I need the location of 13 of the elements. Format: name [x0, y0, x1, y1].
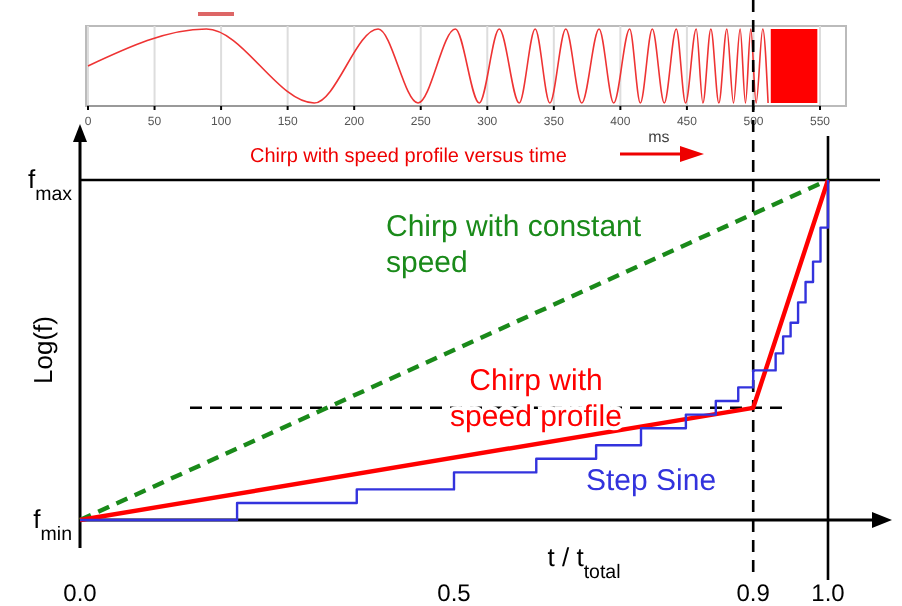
x-tick-label: 1.0: [811, 579, 846, 606]
series-label: Step Sine: [586, 464, 717, 498]
x-tick-label: 0.0: [63, 579, 98, 606]
y-axis-title: Log(f): [28, 316, 58, 384]
text: Chirp with speed profile versus time: [250, 146, 568, 168]
x-axis-title: t / t$_{total}$: [547, 542, 621, 583]
annotation: f$_{min}$: [33, 504, 72, 545]
series-label: Chirp with constant speed: [386, 210, 643, 280]
annotation: f$_{max}$: [27, 164, 73, 205]
x-axis-title: ms: [648, 128, 670, 146]
series-label: Chirp with speed profile: [450, 364, 622, 434]
x-tick-label: 0.9: [736, 579, 771, 606]
x-tick-label: 0.5: [437, 579, 472, 606]
